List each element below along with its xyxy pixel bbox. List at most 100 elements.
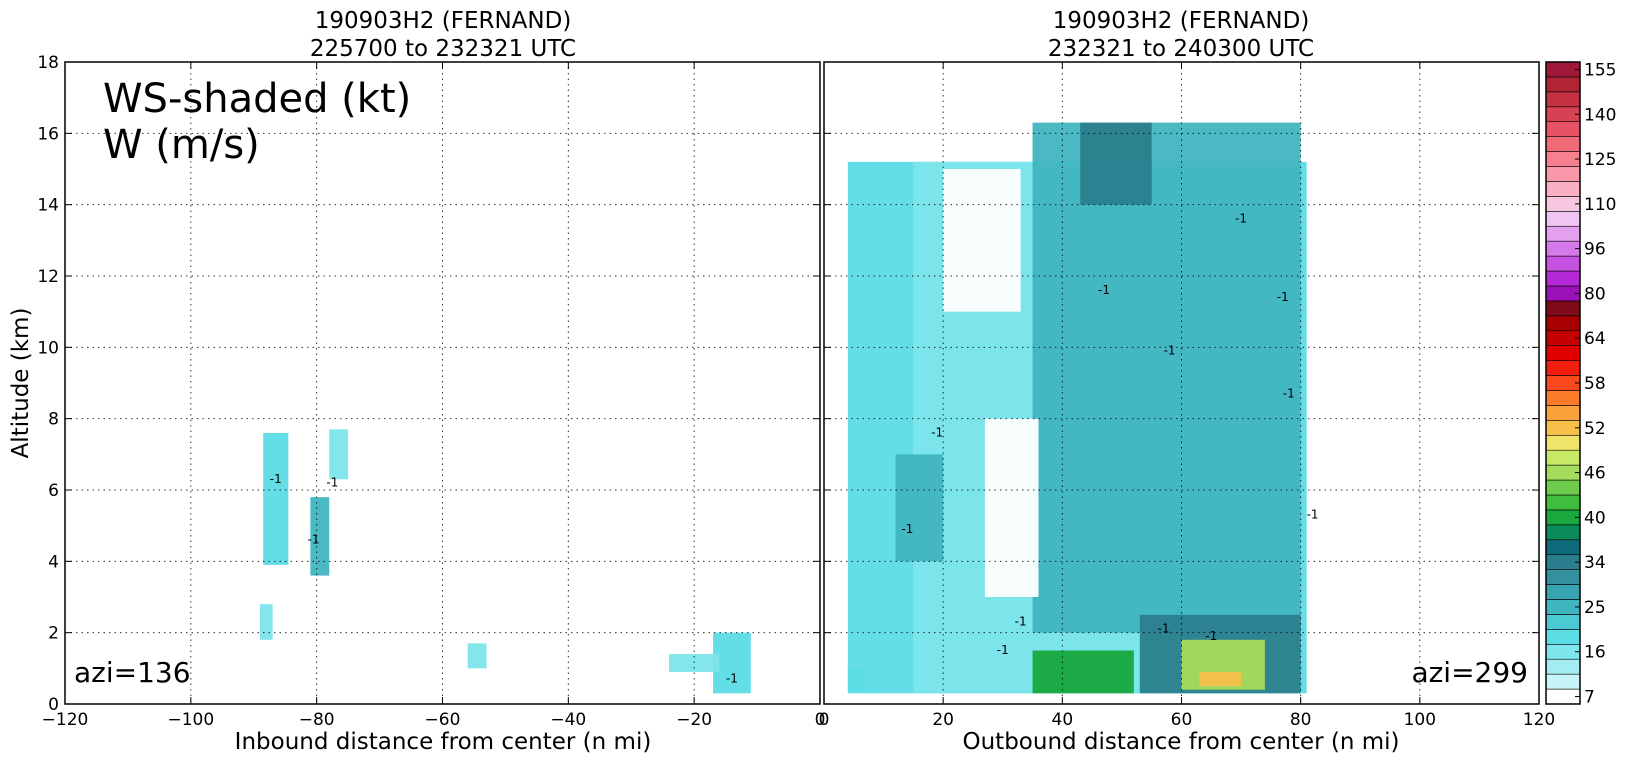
y-tick-label: 10 [37,338,59,358]
colorbar-cell [1545,614,1581,630]
contour-label: -1 [1283,386,1295,400]
x-tick-label: −20 [676,710,712,730]
contour-label: -1 [901,522,913,536]
colorbar-cell [1545,211,1581,227]
colorbar-cell [1545,390,1581,406]
y-axis-label: Altitude (km) [8,308,34,459]
colorbar-tick-label: 34 [1584,553,1606,573]
x-tick-label: 100 [1404,710,1436,730]
colorbar: 7 16 25 34 40 46 52 58 64 80 96 110 125 140 155 [1545,60,1616,708]
wind-region [1032,650,1134,694]
colorbar-cell [1545,405,1581,421]
x-tick-label: −60 [425,710,461,730]
left-y-axis-ticks: 0 2 4 6 8 10 12 14 16 18 [37,53,820,715]
wind-region [984,418,1039,597]
y-tick-label: 8 [48,410,59,430]
x-tick-label: 120 [1523,710,1555,730]
contour-label: -1 [1205,629,1217,643]
colorbar-cell [1545,300,1581,317]
contour-label: -1 [726,672,738,686]
wind-region [713,632,751,694]
colorbar-cell [1545,554,1581,570]
y-tick-label: 6 [48,481,59,501]
right-x-axis-label: Outbound distance from center (n mi) [963,729,1400,755]
colorbar-cell [1545,91,1581,108]
wind-region [895,454,944,562]
colorbar-cell [1545,196,1581,212]
legend-line2: W (m/s) [103,122,260,168]
right-contour-labels: -1 -1 -1 -1 -1 -1 -1 -1 -1 -1 -1 -1 [901,212,1318,658]
colorbar-cell [1545,673,1581,690]
contour-label: -1 [308,533,320,547]
x-tick-label: 20 [932,710,954,730]
colorbar-cell [1545,524,1581,541]
colorbar-cell [1545,315,1581,332]
colorbar-cell [1545,479,1581,496]
contour-label: -1 [1164,343,1176,357]
left-title-line1: 190903H2 (FERNAND) [315,8,572,34]
wind-region [1080,122,1152,205]
left-x-axis-label: Inbound distance from center (n mi) [235,729,652,755]
colorbar-tick-label: 46 [1584,464,1606,484]
colorbar-cells [1545,61,1581,705]
x-tick-label: 40 [1052,710,1074,730]
right-title-line2: 232321 to 240300 UTC [1048,36,1314,62]
inbound-panel: 190903H2 (FERNAND) 225700 to 232321 UTC … [8,8,825,755]
right-azimuth-label: azi=299 [1411,656,1528,689]
right-title-line1: 190903H2 (FERNAND) [1053,8,1310,34]
colorbar-cell [1545,166,1581,182]
colorbar-cell [1545,106,1581,123]
outbound-panel: 190903H2 (FERNAND) 232321 to 240300 UTC … [819,8,1556,755]
contour-label: -1 [1307,508,1319,522]
colorbar-cell [1545,270,1581,287]
x-tick-label: −40 [550,710,586,730]
colorbar-tick-label: 7 [1584,688,1595,708]
colorbar-tick-label: 40 [1584,508,1606,528]
colorbar-tick-label: 110 [1584,195,1616,215]
y-tick-label: 2 [48,624,59,644]
colorbar-cell [1545,494,1581,511]
colorbar-cell [1545,509,1581,526]
y-tick-label: 4 [48,552,59,572]
left-title-line2: 225700 to 232321 UTC [310,36,576,62]
x-tick-label: −100 [167,710,214,730]
contour-label: -1 [1158,622,1170,636]
wind-region [329,429,349,480]
x-tick-label: 0 [815,710,826,730]
colorbar-cell [1545,420,1581,436]
colorbar-tick-label: 80 [1584,284,1606,304]
x-tick-label: 60 [1171,710,1193,730]
colorbar-cell [1545,151,1581,167]
colorbar-cell [1545,434,1581,451]
y-tick-label: 0 [48,695,59,715]
colorbar-cell [1545,629,1581,645]
colorbar-cell [1545,61,1581,78]
colorbar-tick-label: 52 [1584,419,1606,439]
colorbar-cell [1545,599,1581,615]
colorbar-ticks: 7 16 25 34 40 46 52 58 64 80 96 110 125 140 155 [1575,60,1616,708]
colorbar-cell [1545,449,1581,466]
contour-label: -1 [1277,290,1289,304]
contour-label: -1 [1235,212,1247,226]
colorbar-cell [1545,225,1581,242]
colorbar-cell [1545,136,1581,152]
colorbar-cell [1545,464,1581,481]
colorbar-tick-label: 25 [1584,598,1606,618]
colorbar-cell [1545,584,1581,600]
wind-region [1199,671,1242,687]
contour-label: -1 [326,475,338,489]
y-tick-label: 16 [37,124,59,144]
x-tick-label: −120 [42,710,89,730]
x-tick-label: 80 [1290,710,1312,730]
wind-region [260,604,273,640]
contour-label: -1 [997,643,1009,657]
contour-label: -1 [1015,615,1027,629]
x-tick-label: −80 [299,710,335,730]
left-x-axis-ticks: −120 −100 −80 −60 −40 −20 0 [42,62,826,730]
contour-label: -1 [1098,283,1110,297]
colorbar-cell [1545,240,1581,257]
colorbar-tick-label: 96 [1584,240,1606,260]
legend-line1: WS-shaded (kt) [103,76,411,122]
colorbar-cell [1545,569,1581,585]
